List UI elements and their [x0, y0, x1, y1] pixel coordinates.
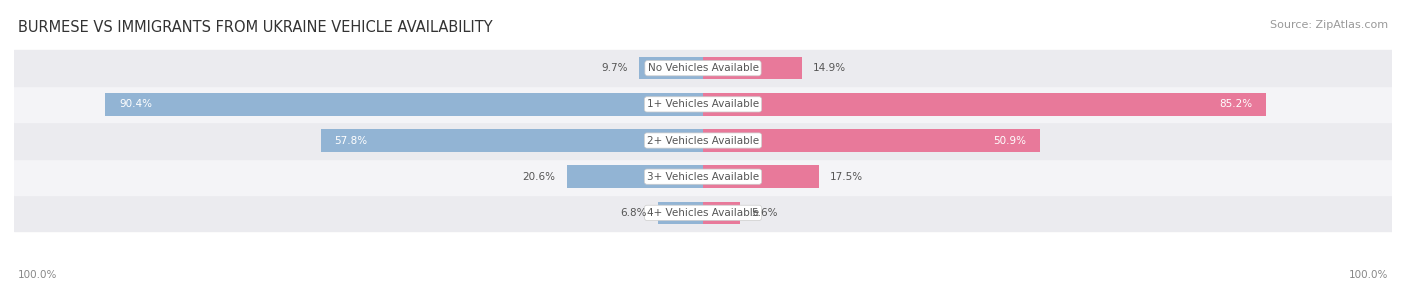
Bar [703, 129, 1039, 152]
Text: 50.9%: 50.9% [993, 136, 1026, 146]
Bar [567, 166, 703, 188]
Bar [14, 86, 1392, 122]
Text: Source: ZipAtlas.com: Source: ZipAtlas.com [1270, 20, 1388, 30]
Bar [14, 50, 1392, 86]
Text: 14.9%: 14.9% [813, 63, 845, 73]
Bar [658, 202, 703, 224]
Text: No Vehicles Available: No Vehicles Available [648, 63, 758, 73]
Text: 3+ Vehicles Available: 3+ Vehicles Available [647, 172, 759, 182]
Text: 1+ Vehicles Available: 1+ Vehicles Available [647, 99, 759, 109]
Text: 9.7%: 9.7% [602, 63, 628, 73]
Text: 6.8%: 6.8% [620, 208, 647, 218]
Bar [703, 93, 1267, 116]
Text: 20.6%: 20.6% [523, 172, 555, 182]
Text: 5.6%: 5.6% [751, 208, 778, 218]
Text: BURMESE VS IMMIGRANTS FROM UKRAINE VEHICLE AVAILABILITY: BURMESE VS IMMIGRANTS FROM UKRAINE VEHIC… [18, 20, 494, 35]
Bar [14, 159, 1392, 195]
Bar [321, 129, 703, 152]
Bar [14, 122, 1392, 159]
Text: 17.5%: 17.5% [830, 172, 863, 182]
Text: 100.0%: 100.0% [18, 270, 58, 279]
Bar [703, 166, 818, 188]
Bar [105, 93, 703, 116]
Bar [638, 57, 703, 80]
Bar [703, 202, 740, 224]
Bar [14, 195, 1392, 231]
Bar [703, 57, 801, 80]
Text: 57.8%: 57.8% [335, 136, 367, 146]
Text: 4+ Vehicles Available: 4+ Vehicles Available [647, 208, 759, 218]
Text: 85.2%: 85.2% [1219, 99, 1253, 109]
Text: 90.4%: 90.4% [120, 99, 152, 109]
Text: 100.0%: 100.0% [1348, 270, 1388, 279]
Text: 2+ Vehicles Available: 2+ Vehicles Available [647, 136, 759, 146]
